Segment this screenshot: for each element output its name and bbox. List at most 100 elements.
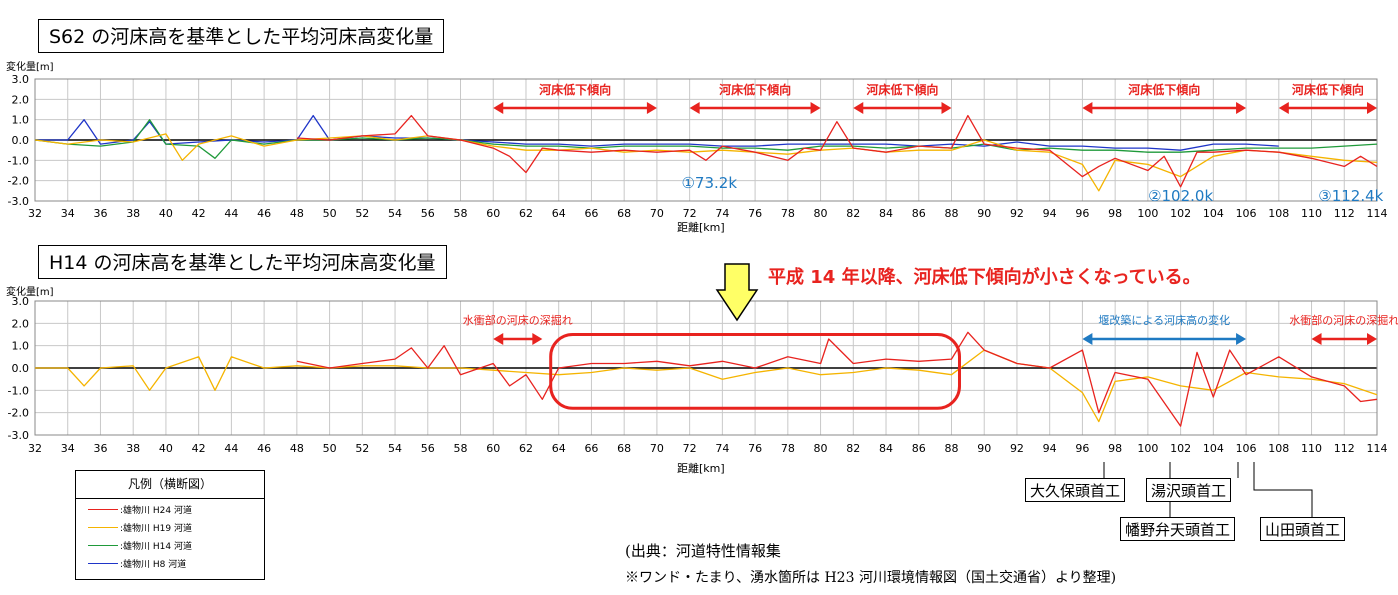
- x-tick-label: 92: [1010, 442, 1024, 455]
- weir-label: 湯沢頭首工: [1146, 478, 1232, 502]
- x-tick-label: 106: [1236, 442, 1257, 455]
- x-tick-label: 112: [1334, 442, 1355, 455]
- x-tick-label: 40: [159, 207, 173, 220]
- x-tick-label: 90: [977, 207, 991, 220]
- trend-arrow-head: [689, 102, 700, 114]
- x-tick-label: 86: [912, 442, 926, 455]
- annotation-label: 河床低下傾向: [865, 82, 938, 97]
- x-tick-label: 72: [683, 442, 697, 455]
- down-arrow-icon: [715, 263, 759, 322]
- legend-item: :雄物川 H24 河道: [88, 501, 264, 517]
- legend-swatch: [88, 562, 118, 564]
- y-tick-label: 2.0: [12, 93, 30, 106]
- y-tick-label: 1.0: [12, 114, 30, 127]
- trend-arrow-head: [1367, 102, 1377, 114]
- annotation-label: 河床低下傾向: [538, 82, 611, 97]
- legend-label: :雄物川 H14 河道: [120, 541, 192, 552]
- legend-item: :雄物川 H14 河道: [88, 537, 264, 553]
- x-tick-label: 36: [93, 442, 107, 455]
- legend-item: :雄物川 H19 河道: [88, 519, 264, 535]
- x-tick-label: 86: [912, 207, 926, 220]
- x-tick-label: 106: [1236, 207, 1257, 220]
- x-tick-label: 64: [552, 207, 566, 220]
- legend-label: :雄物川 H24 河道: [120, 505, 192, 516]
- x-tick-label: 50: [323, 442, 337, 455]
- legend-swatch: [88, 508, 118, 510]
- x-tick-label: 54: [388, 442, 402, 455]
- trend-arrow-head: [941, 102, 952, 114]
- x-tick-label: 46: [257, 207, 271, 220]
- x-tick-label: 66: [584, 442, 598, 455]
- y-tick-label: 3.0: [12, 73, 30, 86]
- x-tick-label: 52: [355, 207, 369, 220]
- series-line: [296, 114, 1378, 188]
- trend-arrow-head: [646, 102, 657, 114]
- x-tick-label: 98: [1108, 207, 1122, 220]
- y-tick-label: -3.0: [8, 195, 29, 208]
- x-tick-label: 104: [1203, 207, 1224, 220]
- legend-label: :雄物川 H19 河道: [120, 523, 192, 534]
- point-label: ③112.4k: [1318, 187, 1383, 205]
- weir-label: 山田頭首工: [1260, 517, 1346, 541]
- x-tick-label: 42: [192, 442, 206, 455]
- x-tick-label: 82: [846, 207, 860, 220]
- trend-arrow-head: [853, 102, 864, 114]
- x-tick-label: 34: [61, 207, 75, 220]
- annotation-arrow-head: [493, 333, 504, 345]
- x-tick-label: 58: [454, 207, 468, 220]
- x-tick-label: 68: [617, 442, 631, 455]
- x-tick-label: 70: [650, 442, 664, 455]
- x-tick-label: 80: [814, 442, 828, 455]
- y-tick-label: -1.0: [8, 154, 29, 167]
- x-tick-label: 110: [1301, 442, 1322, 455]
- annotation-label: 河床低下傾向: [1127, 82, 1200, 97]
- x-tick-label: 60: [486, 442, 500, 455]
- trend-arrow-head: [1082, 102, 1093, 114]
- x-tick-label: 38: [126, 442, 140, 455]
- x-tick-label: 78: [781, 442, 795, 455]
- x-tick-label: 84: [879, 207, 893, 220]
- annotation-arrow-head: [1367, 333, 1377, 345]
- x-tick-label: 44: [224, 442, 238, 455]
- legend-swatch: [88, 544, 118, 546]
- x-tick-label: 42: [192, 207, 206, 220]
- x-tick-label: 74: [715, 442, 729, 455]
- x-tick-label: 100: [1137, 442, 1158, 455]
- x-tick-label: 76: [748, 442, 762, 455]
- point-label: ①73.2k: [681, 174, 737, 192]
- x-tick-label: 94: [1043, 442, 1057, 455]
- y-tick-label: -3.0: [8, 429, 29, 442]
- annotation-label: 河床低下傾向: [718, 82, 791, 97]
- y-tick-label: -2.0: [8, 175, 29, 188]
- y-tick-label: 3.0: [12, 295, 30, 308]
- x-tick-label: 36: [93, 207, 107, 220]
- x-tick-label: 90: [977, 442, 991, 455]
- series-line: [296, 331, 1378, 427]
- x-tick-label: 88: [944, 442, 958, 455]
- x-tick-label: 96: [1075, 207, 1089, 220]
- x-tick-label: 48: [290, 442, 304, 455]
- x-tick-label: 78: [781, 207, 795, 220]
- x-tick-label: 80: [814, 207, 828, 220]
- x-tick-label: 44: [224, 207, 238, 220]
- series-line: [34, 119, 1378, 159]
- series-line: [35, 114, 1279, 151]
- chart2-ylabel: 変化量[m]: [6, 287, 54, 298]
- x-tick-label: 96: [1075, 442, 1089, 455]
- weir-leader: [1253, 462, 1313, 517]
- x-tick-label: 58: [454, 442, 468, 455]
- chart1-ylabel: 変化量[m]: [6, 62, 54, 73]
- x-tick-label: 50: [323, 207, 337, 220]
- x-tick-label: 54: [388, 207, 402, 220]
- x-tick-label: 62: [519, 442, 533, 455]
- y-tick-label: 0.0: [12, 134, 30, 147]
- x-tick-label: 114: [1367, 442, 1388, 455]
- x-tick-label: 110: [1301, 207, 1322, 220]
- legend-swatch: [88, 526, 118, 528]
- source-line-2: ※ワンド・たまり、湧水箇所は H23 河川環境情報図（国土交通省）より整理): [625, 570, 1117, 586]
- weir-label: 幡野弁天頭首工: [1120, 517, 1236, 541]
- x-tick-label: 60: [486, 207, 500, 220]
- trend-arrow-head: [810, 102, 821, 114]
- x-tick-label: 56: [421, 442, 435, 455]
